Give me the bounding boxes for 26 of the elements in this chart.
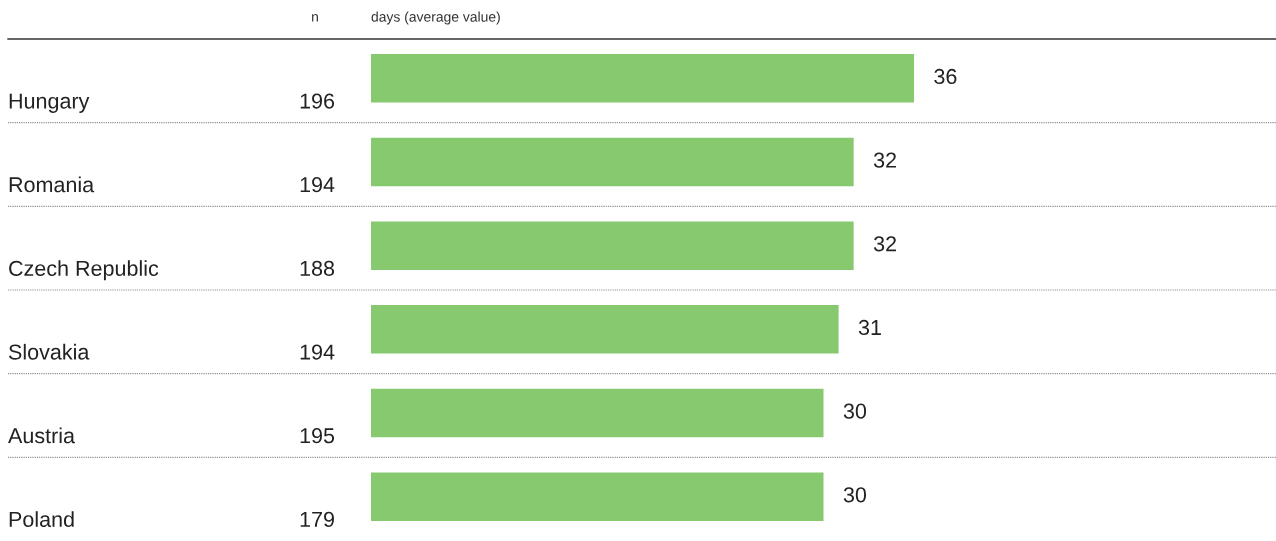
bar (371, 388, 824, 438)
y-tick-label: Czech Republic (9, 260, 159, 281)
data-label: 30 (843, 487, 867, 503)
bar (371, 305, 839, 354)
data-label: 36 (934, 68, 957, 85)
data-label: 31 (858, 319, 881, 336)
y-tick-label: Austria (8, 427, 75, 444)
data-label: 32 (873, 152, 896, 168)
bar (371, 221, 854, 270)
text: 195 (300, 428, 335, 444)
text: 194 (300, 344, 335, 360)
text: 179 (300, 511, 334, 527)
bar (371, 137, 854, 187)
x-axis-title: days (average value) (371, 11, 500, 25)
text: n (312, 14, 318, 22)
y-tick-label: Hungary (9, 93, 90, 113)
bar (371, 472, 824, 521)
bar (371, 54, 914, 103)
y-tick-label: Poland (9, 511, 74, 527)
y-tick-label: Slovakia (8, 343, 90, 360)
data-label: 32 (873, 236, 896, 252)
data-label: 30 (843, 403, 867, 419)
text: 196 (300, 93, 335, 109)
text: 188 (300, 260, 335, 276)
y-tick-label: Romania (9, 176, 95, 193)
text: 194 (300, 177, 335, 193)
